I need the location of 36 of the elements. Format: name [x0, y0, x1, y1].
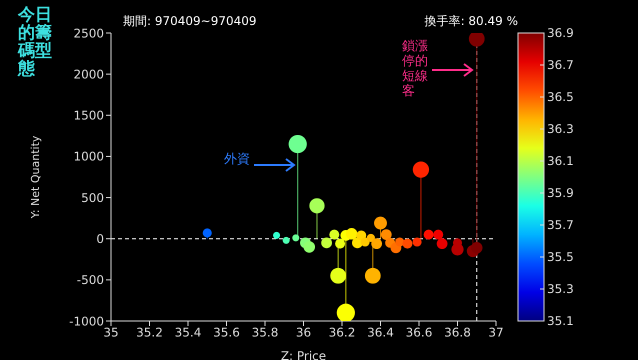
y-tick-label: 500 — [81, 190, 104, 205]
x-tick-label: 37 — [488, 326, 504, 340]
y-tick-label: -500 — [76, 273, 104, 288]
y-tick-label: 1000 — [73, 150, 104, 164]
x-tick-label: 36.6 — [406, 326, 432, 340]
text: 換手率: 80.49 % — [424, 13, 518, 30]
chart-title: 今日的籌碼型態 — [18, 5, 52, 79]
x-tick-label: 36 — [296, 326, 312, 340]
color-bar-label: 35.3 — [547, 282, 574, 296]
x-tick-label: 35 — [103, 326, 119, 340]
annotation: 鎖漲停的短線客 — [402, 39, 428, 99]
color-bar-label: 35.1 — [547, 314, 574, 328]
x-tick-label: 36.2 — [328, 326, 356, 340]
y-axis-title: Y: Net Quantity — [28, 135, 42, 220]
y-tick-label: 2000 — [73, 67, 104, 82]
x-tick-label: 35.8 — [252, 326, 278, 340]
color-bar-label: 35.9 — [547, 186, 574, 200]
x-tick-label: 35.2 — [136, 326, 163, 340]
x-tick-label: 35.6 — [213, 326, 240, 340]
color-bar-label: 36.3 — [547, 122, 574, 136]
color-bar-label: 36.7 — [547, 58, 574, 72]
y-tick-label: 2500 — [73, 26, 104, 40]
chart-subtitle: 期間: 970409~970409 — [123, 13, 257, 30]
x-tick-label: 36.4 — [367, 326, 394, 340]
y-tick-label: 0 — [96, 232, 104, 246]
x-tick-label: 36.8 — [444, 326, 471, 340]
y-tick-label: 1500 — [73, 108, 104, 123]
annotation: 外資 — [224, 152, 250, 167]
color-bar-label: 35.5 — [547, 250, 574, 264]
color-bar-label: 35.7 — [547, 218, 574, 232]
y-tick-label: -1000 — [69, 314, 104, 328]
color-bar-label: 36.1 — [547, 154, 574, 168]
x-axis-title: Z: Price — [280, 349, 326, 360]
color-bar-label: 36.9 — [547, 26, 574, 40]
color-bar-label: 36.5 — [547, 90, 574, 104]
x-tick-label: 35.4 — [174, 326, 202, 340]
